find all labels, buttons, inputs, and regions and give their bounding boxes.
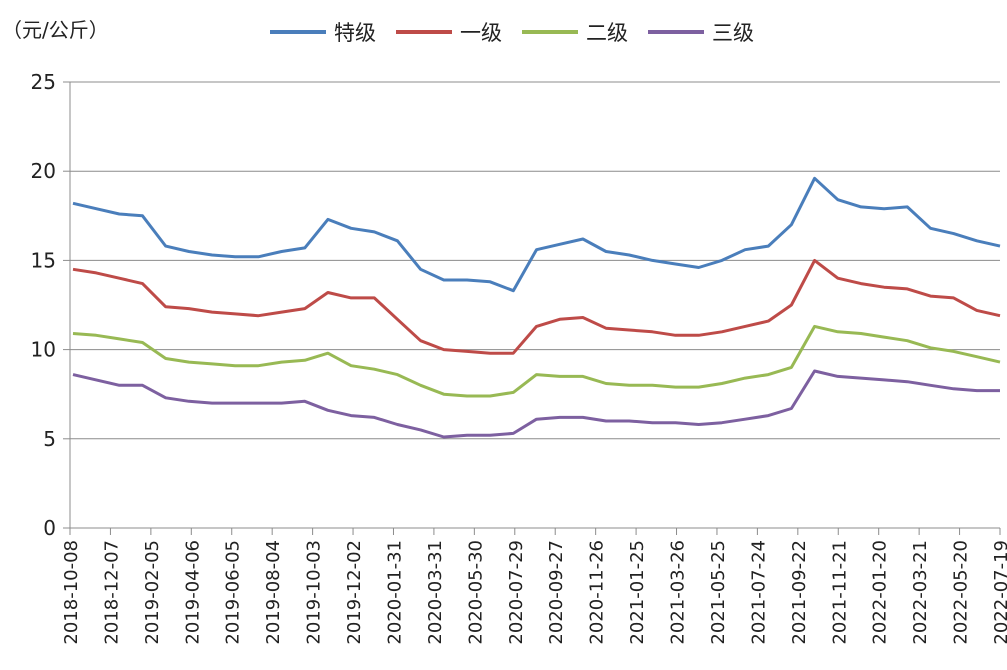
x-tick-label: 2022-07-19 xyxy=(991,540,1007,645)
x-tick-label: 2019-04-06 xyxy=(182,540,203,645)
x-tick-label: 2019-12-02 xyxy=(344,540,365,645)
series-lines xyxy=(72,176,1001,439)
y-unit-label: （元/公斤） xyxy=(2,18,109,42)
x-tick-label: 2018-10-08 xyxy=(61,540,82,645)
x-tick-label: 2020-09-27 xyxy=(546,540,567,645)
x-tick-label: 2020-01-31 xyxy=(384,540,405,645)
gridlines xyxy=(70,81,1000,440)
x-tick-label: 2022-03-21 xyxy=(910,540,931,645)
x-tick-label: 2021-09-22 xyxy=(789,540,810,645)
series-line-三级 xyxy=(72,369,1000,439)
x-tick-label: 2021-03-26 xyxy=(668,540,689,645)
x-tick-label: 2020-03-31 xyxy=(425,540,446,645)
x-tick-label: 2019-02-05 xyxy=(142,540,163,645)
x-tick-label: 2021-05-25 xyxy=(708,540,729,645)
x-tick-label: 2022-05-20 xyxy=(951,540,972,645)
legend-label: 三级 xyxy=(712,21,754,45)
x-tick-label: 2021-11-21 xyxy=(829,540,850,645)
x-tick-label: 2020-05-30 xyxy=(465,540,486,645)
legend-label: 二级 xyxy=(586,21,628,45)
x-tick-label: 2022-01-20 xyxy=(870,540,891,645)
x-tick-label: 2020-11-26 xyxy=(587,540,608,645)
y-tick-label: 5 xyxy=(43,427,56,451)
y-tick-label: 0 xyxy=(43,516,56,540)
series-line-一级 xyxy=(72,258,1001,355)
y-tick-label: 15 xyxy=(31,248,56,272)
x-tick-label: 2019-06-05 xyxy=(223,540,244,645)
legend-label: 一级 xyxy=(460,21,502,45)
legend: 特级 一级 二级 三级 xyxy=(270,21,754,45)
x-tick-label: 2018-12-07 xyxy=(101,540,122,645)
x-tick-label: 2020-07-29 xyxy=(506,540,527,645)
y-tick-label: 10 xyxy=(31,338,56,362)
x-tick-label: 2019-10-03 xyxy=(304,540,325,645)
x-tick-label: 2021-07-24 xyxy=(748,540,769,645)
axes xyxy=(63,81,1001,535)
y-tick-label: 20 xyxy=(31,159,56,183)
x-tick-label: 2019-08-04 xyxy=(263,540,284,645)
y-tick-labels: 0 5 10 15 20 25 xyxy=(31,70,56,540)
legend-label: 特级 xyxy=(334,21,376,45)
x-tick-labels: 2018-10-08 2018-12-07 2019-02-05 2019-04-06… xyxy=(61,540,1007,645)
x-tick-label: 2021-01-25 xyxy=(627,540,648,645)
series-line-特级 xyxy=(72,176,1001,293)
series-line-二级 xyxy=(72,324,1001,398)
y-tick-label: 25 xyxy=(31,70,56,94)
